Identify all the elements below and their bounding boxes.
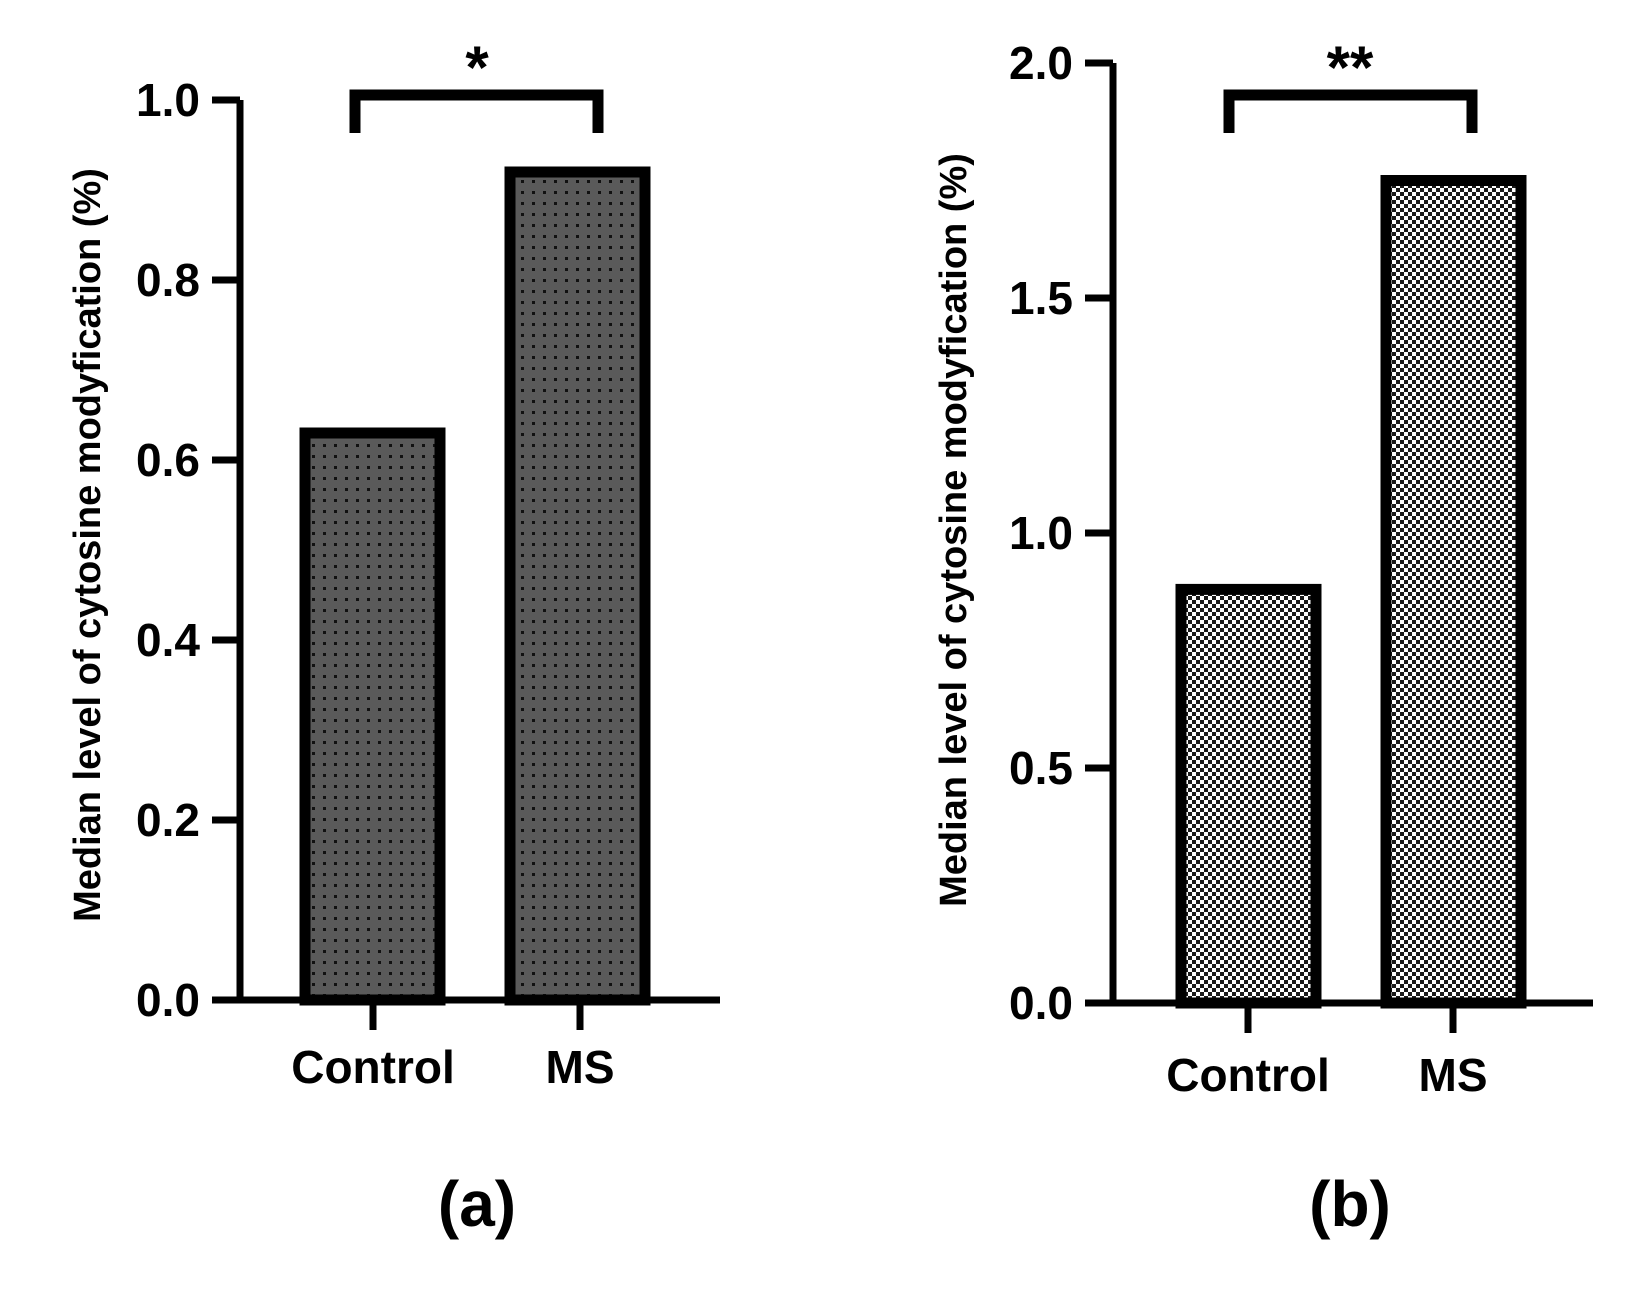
bar-a-ms [504,166,651,1006]
y-tick-label-b-3: 1.5 [1009,272,1073,324]
category-label-control-b: Control [1166,1049,1330,1101]
ticks-b: 0.0 0.5 1.0 1.5 2.0 [1009,37,1113,1029]
y-axis-title-b: Median level of cytosine modyfication (%… [933,153,975,907]
panel-label-a: (a) [438,1168,516,1240]
panel-a: Median level of cytosine modyfication (%… [67,34,720,1240]
y-axis-title-a: Median level of cytosine modyfication (%… [67,168,109,922]
y-tick-label-a-1: 0.2 [136,794,200,846]
bars-b [1175,175,1527,1009]
category-label-control-a: Control [291,1041,455,1093]
panel-b: Median level of cytosine modyfication (%… [933,34,1593,1240]
y-tick-label-a-0: 0.0 [136,974,200,1026]
y-tick-label-a-3: 0.6 [136,434,200,486]
ticks-a: 0.0 0.2 0.4 0.6 0.8 1.0 [136,74,240,1026]
category-label-ms-b: MS [1419,1049,1488,1101]
significance-bracket-b [1223,89,1478,133]
x-ticks-a [369,1000,584,1030]
bar-b-control [1175,583,1322,1009]
y-tick-label-b-2: 1.0 [1009,507,1073,559]
y-tick-label-b-1: 0.5 [1009,742,1073,794]
bar-a-control [299,427,446,1006]
panel-label-b: (b) [1309,1168,1391,1240]
category-label-ms-a: MS [546,1041,615,1093]
significance-star-a: * [465,34,489,101]
y-tick-label-b-4: 2.0 [1009,37,1073,89]
y-tick-label-a-4: 0.8 [136,254,200,306]
y-tick-label-b-0: 0.0 [1009,977,1073,1029]
significance-stars-b: ** [1327,34,1374,101]
bar-b-ms [1380,175,1527,1009]
x-ticks-b [1244,1003,1457,1033]
y-tick-label-a-2: 0.4 [136,614,200,666]
y-tick-label-a-5: 1.0 [136,74,200,126]
significance-bracket-a [349,89,604,133]
bars-a [299,166,651,1006]
